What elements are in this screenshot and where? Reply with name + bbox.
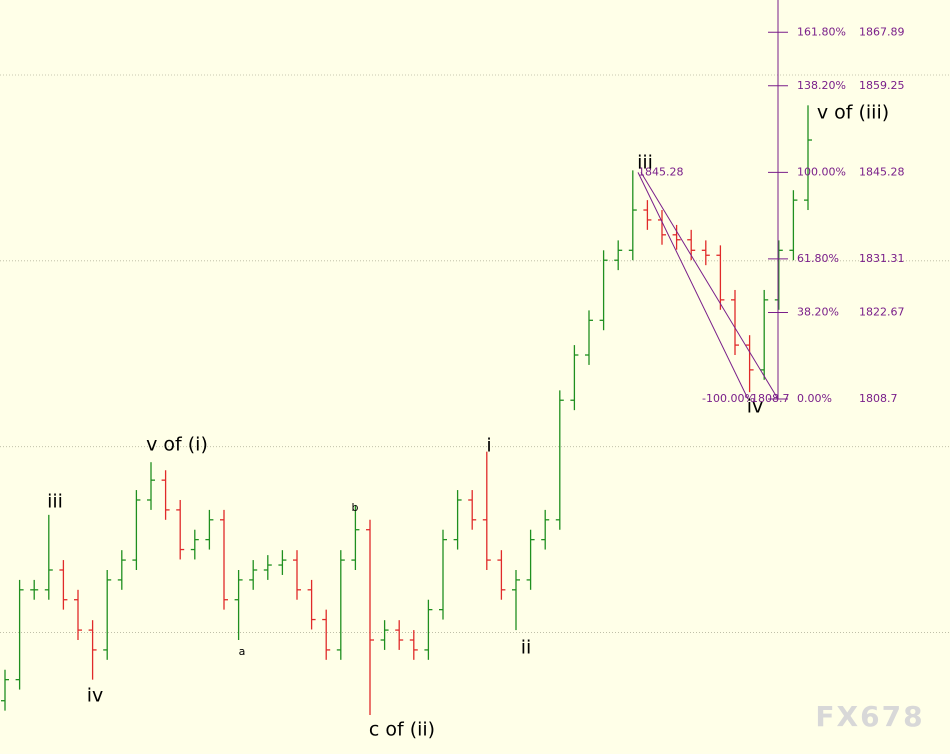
trend-line bbox=[640, 172, 779, 400]
fib-ratio: 138.20% bbox=[797, 79, 846, 92]
wave-label: c of (ii) bbox=[369, 719, 435, 741]
trend-end-ratio: -100.00% bbox=[702, 392, 755, 405]
wave-label: iii bbox=[47, 491, 63, 513]
wave-label: i bbox=[486, 435, 491, 457]
fib-price: 1822.67 bbox=[859, 305, 905, 318]
watermark: FX678 bbox=[815, 700, 924, 733]
fib-ratio: 38.20% bbox=[797, 305, 839, 318]
wave-label: iii bbox=[637, 152, 653, 174]
fib-ratio: 61.80% bbox=[797, 252, 839, 265]
fib-price: 1808.7 bbox=[859, 392, 898, 405]
wave-label: v of (iii) bbox=[817, 102, 889, 124]
wave-label: a bbox=[239, 645, 246, 658]
wave-label: ii bbox=[521, 637, 532, 659]
wave-label: v of (i) bbox=[146, 434, 208, 456]
fib-ratio: 161.80% bbox=[797, 25, 846, 38]
trend-line bbox=[637, 172, 749, 400]
wave-label: b bbox=[352, 501, 359, 514]
fib-price: 1859.25 bbox=[859, 79, 905, 92]
fib-price: 1867.89 bbox=[859, 25, 905, 38]
fib-ratio: 0.00% bbox=[797, 392, 832, 405]
trend-start-price: 1845.28 bbox=[638, 165, 684, 178]
trend-end-price: 1808.7 bbox=[751, 392, 790, 405]
fib-price: 1831.31 bbox=[859, 252, 905, 265]
fib-price: 1845.28 bbox=[859, 165, 905, 178]
fib-ratio: 100.00% bbox=[797, 165, 846, 178]
wave-label: iv bbox=[87, 685, 104, 707]
wave-label: iv bbox=[747, 396, 764, 418]
